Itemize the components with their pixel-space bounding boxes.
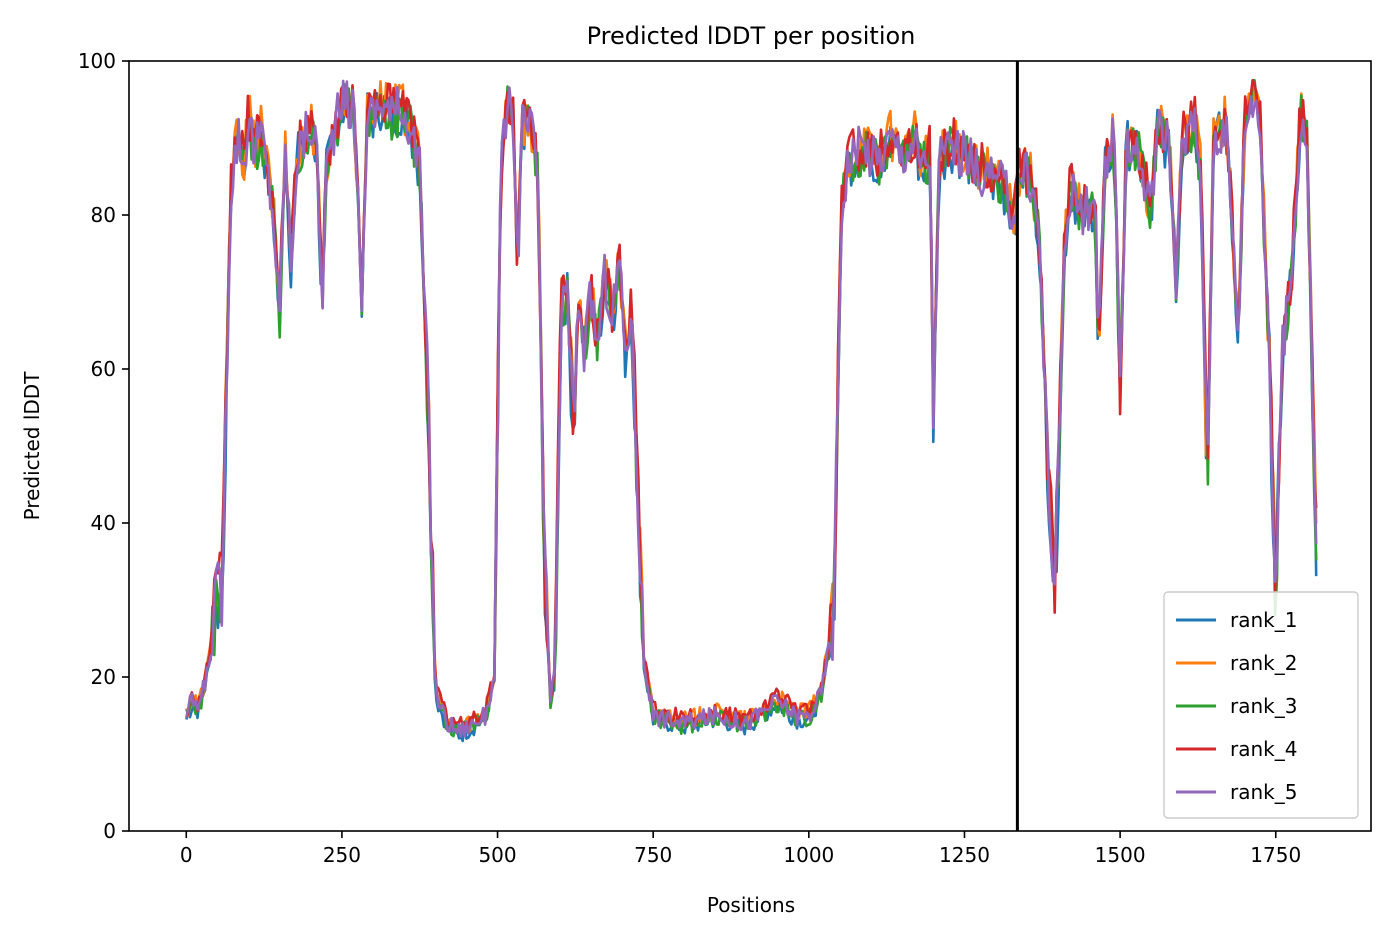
y-axis-title: Predicted lDDT (20, 371, 44, 521)
y-tick-label: 0 (103, 819, 116, 843)
y-tick-label: 40 (91, 511, 116, 535)
chart-title: Predicted lDDT per position (587, 22, 916, 50)
legend-label-rank_3: rank_3 (1230, 694, 1297, 718)
x-tick-label: 750 (634, 843, 672, 867)
x-tick-label: 1750 (1250, 843, 1301, 867)
legend-label-rank_4: rank_4 (1230, 737, 1297, 761)
y-tick-label: 100 (78, 49, 116, 73)
y-axis: 0 20 40 60 80 100 (78, 49, 129, 843)
x-tick-label: 1250 (939, 843, 990, 867)
series-line-rank_5 (185, 79, 1318, 738)
y-tick-label: 80 (91, 203, 116, 227)
y-tick-label: 60 (91, 357, 116, 381)
plot-frame (128, 60, 1372, 832)
plot-area (128, 60, 1372, 832)
legend: rank_1 rank_2 rank_3 rank_4 rank_5 (1163, 591, 1359, 819)
legend-label-rank_2: rank_2 (1230, 651, 1297, 675)
x-tick-label: 1000 (783, 843, 834, 867)
x-axis: 0 250 500 750 1000 1250 1500 1750 (180, 831, 1301, 867)
x-tick-label: 500 (478, 843, 516, 867)
legend-label-rank_5: rank_5 (1230, 780, 1297, 804)
x-tick-label: 0 (180, 843, 193, 867)
legend-label-rank_1: rank_1 (1230, 608, 1297, 632)
y-tick-label: 20 (91, 665, 116, 689)
x-tick-label: 1500 (1095, 843, 1146, 867)
series-layer (185, 79, 1318, 743)
legend-box (1163, 591, 1359, 819)
x-tick-label: 250 (323, 843, 361, 867)
x-axis-title: Positions (707, 893, 795, 917)
